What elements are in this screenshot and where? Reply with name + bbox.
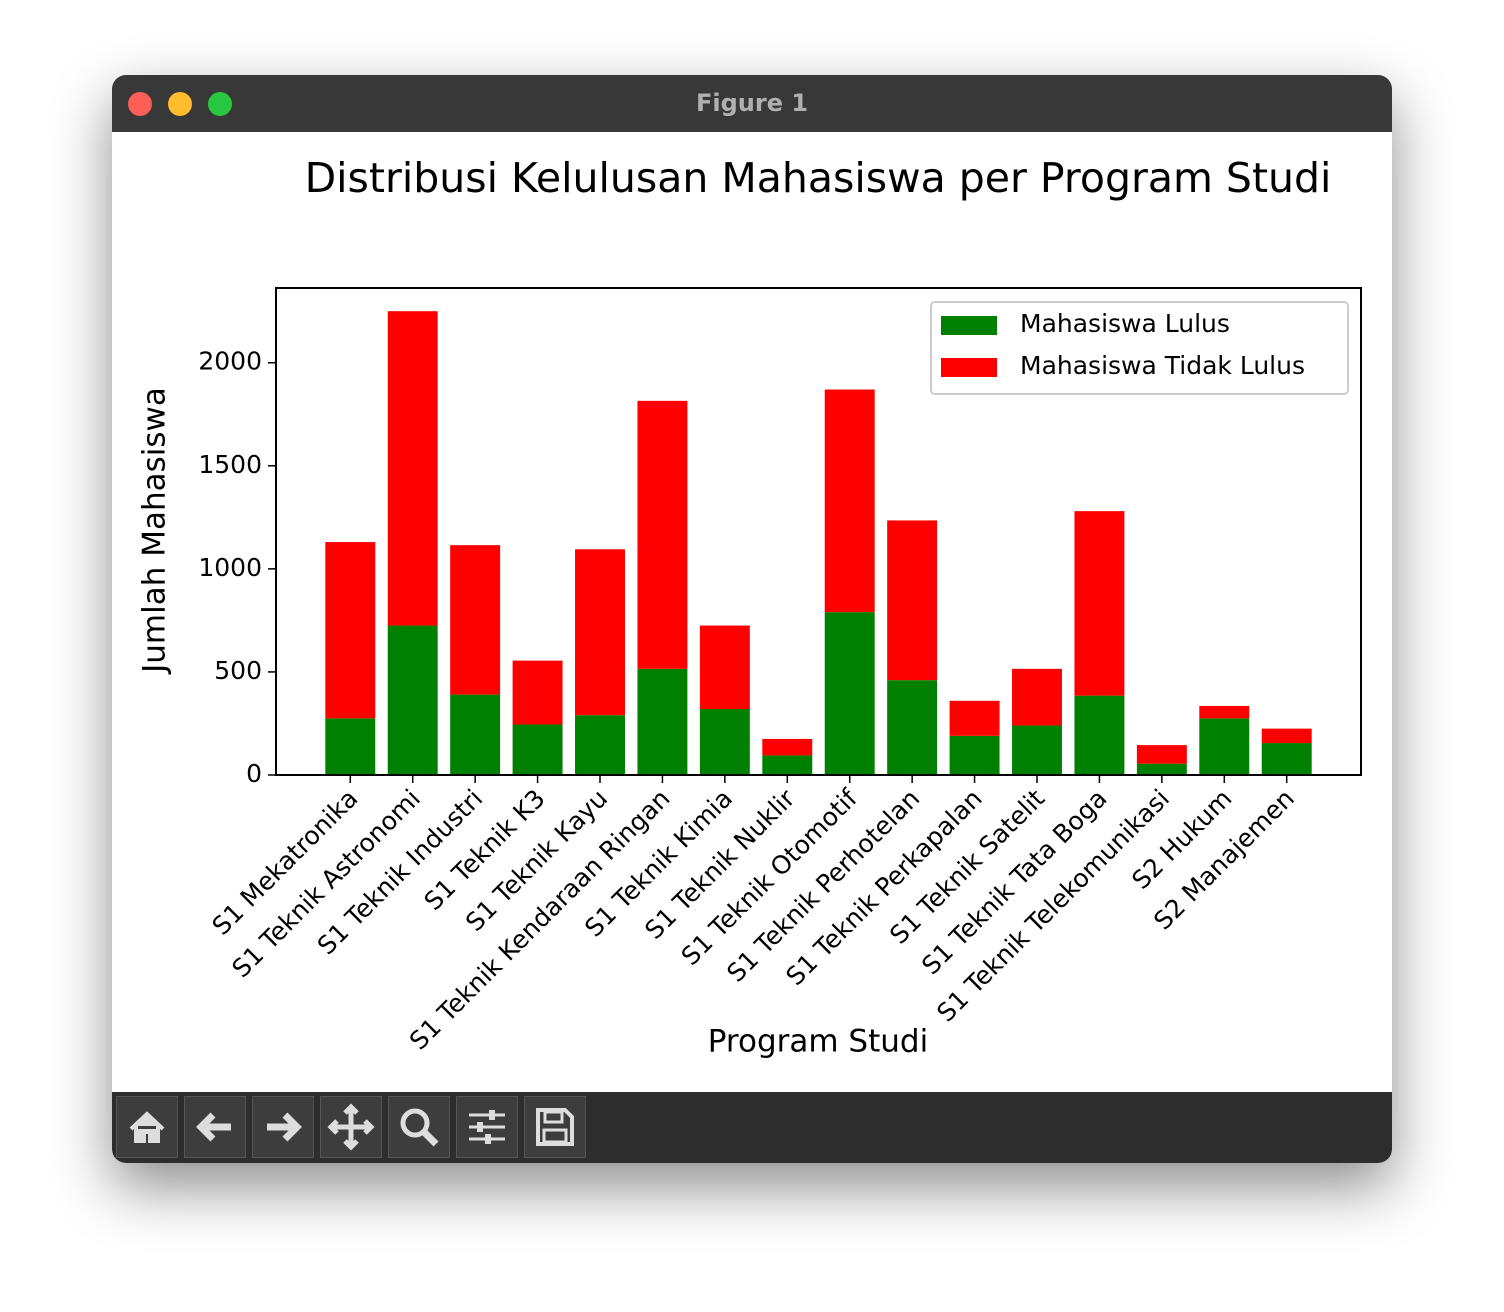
bar-segment	[762, 755, 813, 775]
minimize-button[interactable]	[168, 92, 192, 116]
bar-segment	[1136, 745, 1187, 764]
zoom-tool-button[interactable]	[388, 1096, 450, 1158]
x-axis-label: Program Studi	[708, 1024, 928, 1060]
bar-segment	[1261, 743, 1312, 775]
y-axis-label: Jumlah Mahasiswa	[137, 387, 173, 675]
bar-segment	[949, 735, 1000, 775]
bar-segment	[1012, 668, 1062, 726]
y-tick-label: 500	[214, 656, 262, 685]
toolbar	[112, 1092, 1392, 1163]
y-tick-label: 1500	[198, 450, 262, 479]
legend-label: Mahasiswa Lulus	[1020, 309, 1230, 338]
y-tick-label: 2000	[198, 347, 262, 376]
home-button[interactable]	[116, 1096, 178, 1158]
bar-segment	[887, 680, 938, 775]
legend-label: Mahasiswa Tidak Lulus	[1020, 351, 1305, 380]
legend-swatch	[941, 316, 997, 335]
bar-segment	[1012, 725, 1062, 775]
bar-segment	[887, 520, 938, 681]
bar-segment	[450, 694, 501, 775]
legend-box	[930, 301, 1349, 395]
save-button[interactable]	[524, 1096, 586, 1158]
bar-segment	[1074, 695, 1125, 775]
bar-segment	[450, 545, 501, 695]
zoom-button[interactable]	[208, 92, 232, 116]
forward-button[interactable]	[252, 1096, 314, 1158]
back-button[interactable]	[184, 1096, 246, 1158]
bar-segment	[824, 389, 875, 613]
bar-segment	[575, 549, 625, 716]
bar-segment	[699, 625, 750, 710]
bar-segment	[1136, 763, 1187, 775]
pan-button[interactable]	[320, 1096, 382, 1158]
title-bar: Figure 1	[112, 75, 1392, 132]
bar-segment	[387, 625, 438, 775]
bar-segment	[824, 612, 875, 775]
close-button[interactable]	[128, 92, 152, 116]
bar-segment	[325, 542, 376, 719]
configure-button[interactable]	[456, 1096, 518, 1158]
bar-segment	[762, 738, 813, 756]
bar-segment	[1261, 728, 1312, 744]
bar-segment	[512, 660, 563, 725]
window-title: Figure 1	[695, 89, 809, 117]
bar-segment	[637, 668, 688, 775]
bar-segment	[575, 715, 625, 775]
bar-segment	[699, 709, 750, 775]
bar-segment	[512, 724, 563, 775]
bar-segment	[387, 311, 438, 626]
legend-swatch	[941, 358, 997, 377]
bar-segment	[325, 718, 376, 775]
chart: Distribusi Kelulusan Mahasiswa per Progr…	[137, 154, 1362, 1060]
bar-segment	[1074, 511, 1125, 696]
bar-segment	[1199, 718, 1250, 775]
bar-segment	[949, 700, 1000, 736]
bar-segment	[1199, 705, 1250, 719]
bar-segment	[637, 400, 688, 669]
y-tick-label: 0	[246, 759, 262, 788]
y-tick-label: 1000	[198, 553, 262, 582]
window: Figure 1 Distribusi Kelulusan Mahasiswa …	[112, 75, 1392, 1163]
plot-frame	[275, 287, 1362, 776]
chart-title: Distribusi Kelulusan Mahasiswa per Progr…	[305, 154, 1332, 202]
